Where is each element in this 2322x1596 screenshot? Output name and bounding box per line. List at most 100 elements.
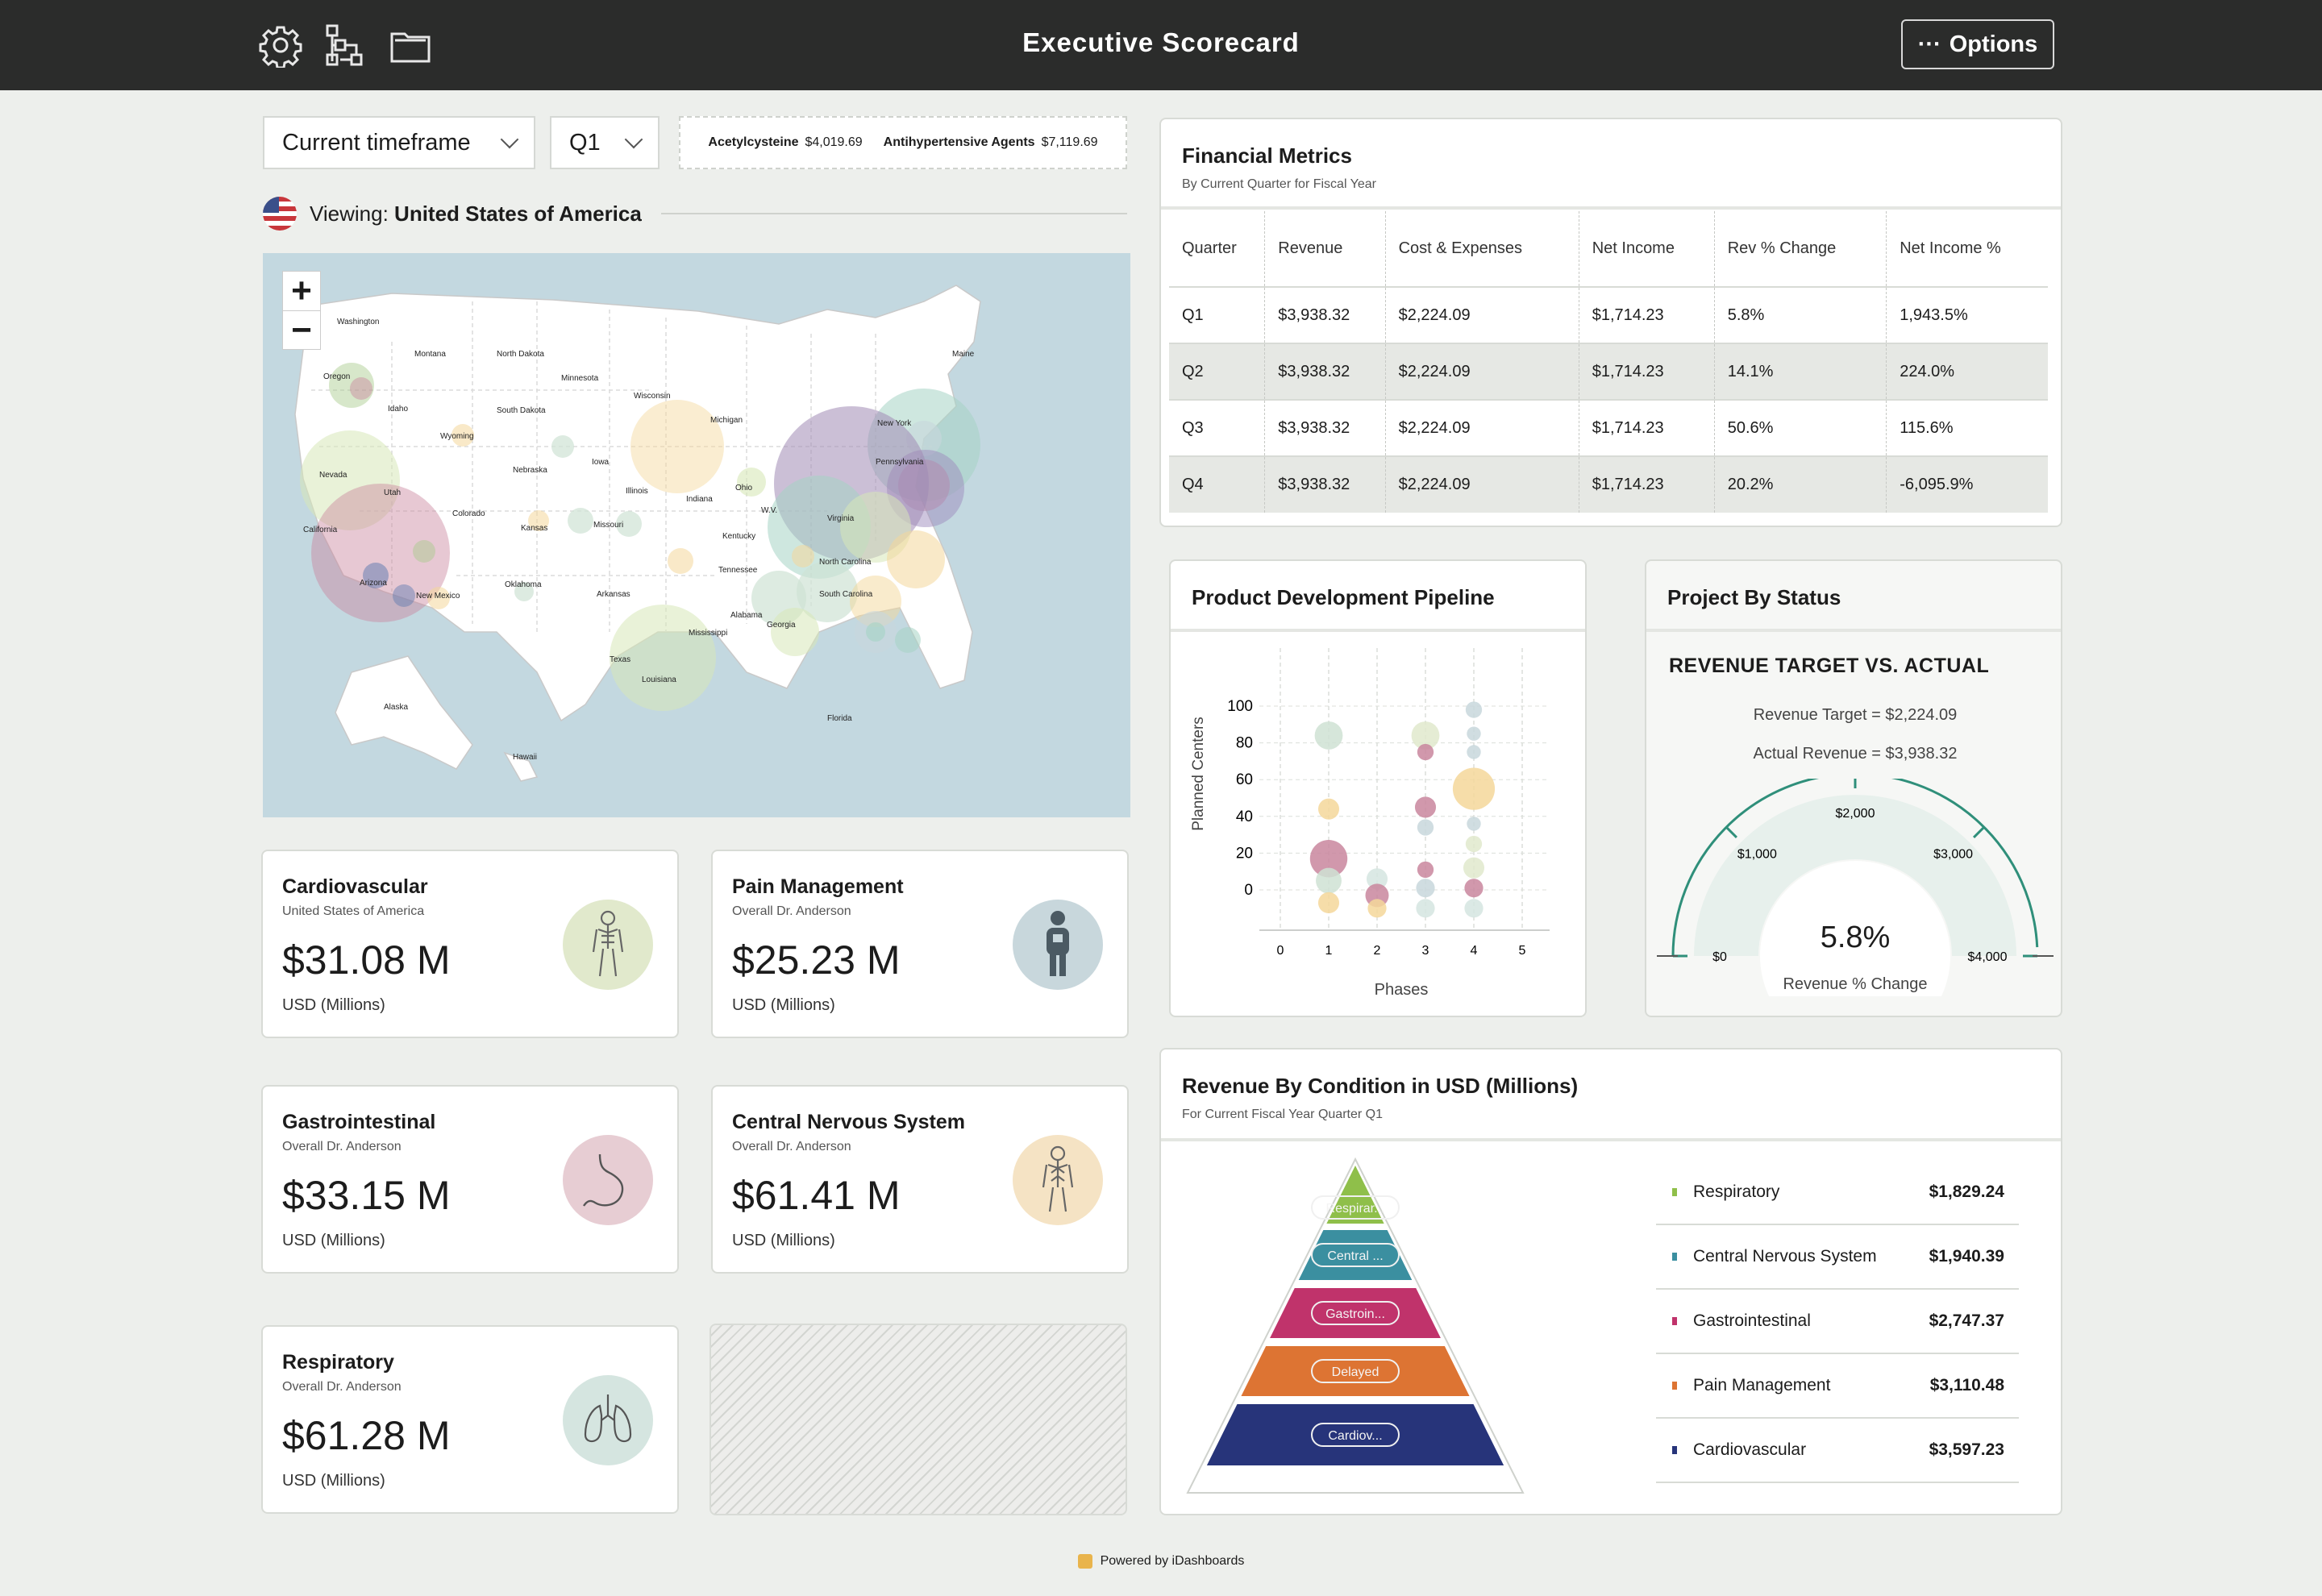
pyramid-segment[interactable] [1241,1346,1470,1396]
kpi-card-respiratory[interactable]: Respiratory Overall Dr. Anderson $61.28 … [261,1325,679,1514]
state-label: Montana [414,350,446,359]
table-cell: $2,224.09 [1385,455,1579,513]
data-point[interactable] [1463,857,1485,879]
column-header[interactable]: Net Income [1579,211,1715,287]
data-point[interactable] [1314,721,1343,750]
data-point[interactable] [1366,868,1388,890]
data-point[interactable] [1317,892,1340,914]
chevron-down-icon [500,130,519,149]
state-label: Illinois [626,487,648,496]
data-point[interactable] [1417,861,1434,879]
timeframe-select[interactable]: Current timeframe [263,116,535,169]
data-point[interactable] [1467,745,1481,759]
state-label: Indiana [686,495,713,504]
segment-label-pill [1311,1423,1400,1447]
data-point[interactable] [1467,817,1481,831]
column-header[interactable]: Cost & Expenses [1385,211,1579,287]
kpi-unit: USD (Millions) [732,1232,835,1249]
state-label: Tennessee [718,566,758,575]
legend-value: $3,110.48 [1929,1376,2004,1394]
data-point[interactable] [1464,899,1484,918]
us-flag-icon [263,197,297,231]
state-label: Alabama [730,611,763,620]
pyramid-segment[interactable] [1326,1166,1384,1224]
table-cell: $1,714.23 [1579,286,1715,343]
state-label: Iowa [592,458,610,467]
kpi-value: $61.28 M [282,1413,451,1458]
data-point[interactable] [1317,798,1340,820]
data-point[interactable] [1464,879,1484,898]
legend-row[interactable]: Central Nervous System $1,940.39 [1656,1225,2019,1290]
legend-name: Gastrointestinal [1693,1311,1811,1330]
state-label: Idaho [388,405,408,414]
column-header[interactable]: Quarter [1169,211,1266,287]
state-label: South Carolina [819,590,873,599]
pyramid-segment[interactable] [1298,1230,1413,1280]
folder-icon[interactable] [389,23,434,68]
table-cell: $3,938.32 [1264,286,1386,343]
segment-label-pill [1311,1243,1400,1267]
table-row: Q1 $3,938.32 $2,224.09 $1,714.23 5.8% 1,943.5… [1169,286,2048,343]
table-cell: 14.1% [1714,343,1887,400]
data-point[interactable] [1367,899,1387,918]
gauge-tick-label: $1,000 [1737,847,1777,861]
kpi-card-gastrointestinal[interactable]: Gastrointestinal Overall Dr. Anderson $3… [261,1085,679,1274]
data-point[interactable] [1309,840,1348,878]
us-map[interactable]: Washington Montana North Dakota Minnesota Wi… [263,253,1130,817]
legend-row[interactable]: Gastrointestinal $2,747.37 [1656,1290,2019,1354]
data-point[interactable] [1465,701,1483,718]
legend-value: $1,940.39 [1929,1247,2004,1266]
data-point[interactable] [1465,835,1483,853]
segment-label: Delayed [1332,1365,1379,1379]
panel-title: Revenue By Condition in USD (Millions) [1182,1074,1579,1098]
options-button[interactable]: ··· Options [1901,19,2054,69]
pyramid-segment[interactable] [1270,1288,1441,1338]
state-label: South Dakota [497,406,546,415]
legend-row[interactable]: Respiratory $1,829.24 [1656,1161,2019,1225]
gauge-band [1694,795,2016,956]
data-point[interactable] [1417,743,1434,761]
quarter-select[interactable]: Q1 [550,116,660,169]
gauge-center [1760,861,1950,996]
legend-value: $3,597.23 [1929,1440,2004,1459]
idashboards-logo-icon [1077,1554,1092,1569]
data-point[interactable] [1416,899,1435,918]
state-label: California [303,526,338,534]
hierarchy-icon[interactable] [322,23,368,68]
column-header[interactable]: Net Income % [1900,239,2001,257]
kpi-subtitle: United States of America [282,904,425,918]
x-tick-label: 5 [1519,944,1526,958]
nervous-system-icon [1013,1135,1103,1225]
gauge-heading: REVENUE TARGET VS. ACTUAL [1669,655,1990,677]
pipeline-chart: 0 20 40 60 80 100 0 1 2 3 4 5 Phases Planned Centers [1190,648,1550,999]
kpi-card-pain-management[interactable]: Pain Management Overall Dr. Anderson $25… [711,850,1129,1038]
revenue-target-label: Revenue Target = $2,224.09 [1753,706,1958,724]
column-header[interactable]: Revenue [1264,211,1386,287]
state-label: Virginia [827,514,855,523]
viewing-label: Viewing: United States of America [263,197,642,231]
data-point[interactable] [1411,721,1440,750]
legend-swatch [1672,1317,1677,1325]
column-header[interactable]: Rev % Change [1714,211,1887,287]
kpi-card-central-nervous-system[interactable]: Central Nervous System Overall Dr. Ander… [711,1085,1129,1274]
gear-icon[interactable] [258,23,303,69]
zoom-in-button[interactable]: + [291,271,312,310]
pyramid-segment[interactable] [1206,1404,1504,1465]
legend-row[interactable]: Cardiovascular $3,597.23 [1656,1419,2019,1483]
data-point[interactable] [1417,819,1434,836]
data-point[interactable] [1414,796,1437,818]
kpi-card-cardiovascular[interactable]: Cardiovascular United States of America … [261,850,679,1038]
zoom-out-button[interactable]: − [283,310,320,349]
data-point[interactable] [1316,867,1342,894]
data-point[interactable] [1416,879,1435,898]
data-point[interactable] [1452,767,1496,810]
data-point[interactable] [1467,726,1481,741]
table-cell: $1,714.23 [1579,455,1715,513]
kpi-subtitle: Overall Dr. Anderson [282,1140,402,1153]
table-row: Q4 $3,938.32 $2,224.09 $1,714.23 20.2% -6,095… [1169,455,2048,513]
legend-swatch [1672,1188,1677,1196]
status-panel: Project By Status REVENUE TARGET VS. ACT… [1645,559,2062,1017]
legend-row[interactable]: Pain Management $3,110.48 [1656,1354,2019,1419]
state-label: Washington [337,318,379,326]
hawaii-shape [503,751,539,782]
